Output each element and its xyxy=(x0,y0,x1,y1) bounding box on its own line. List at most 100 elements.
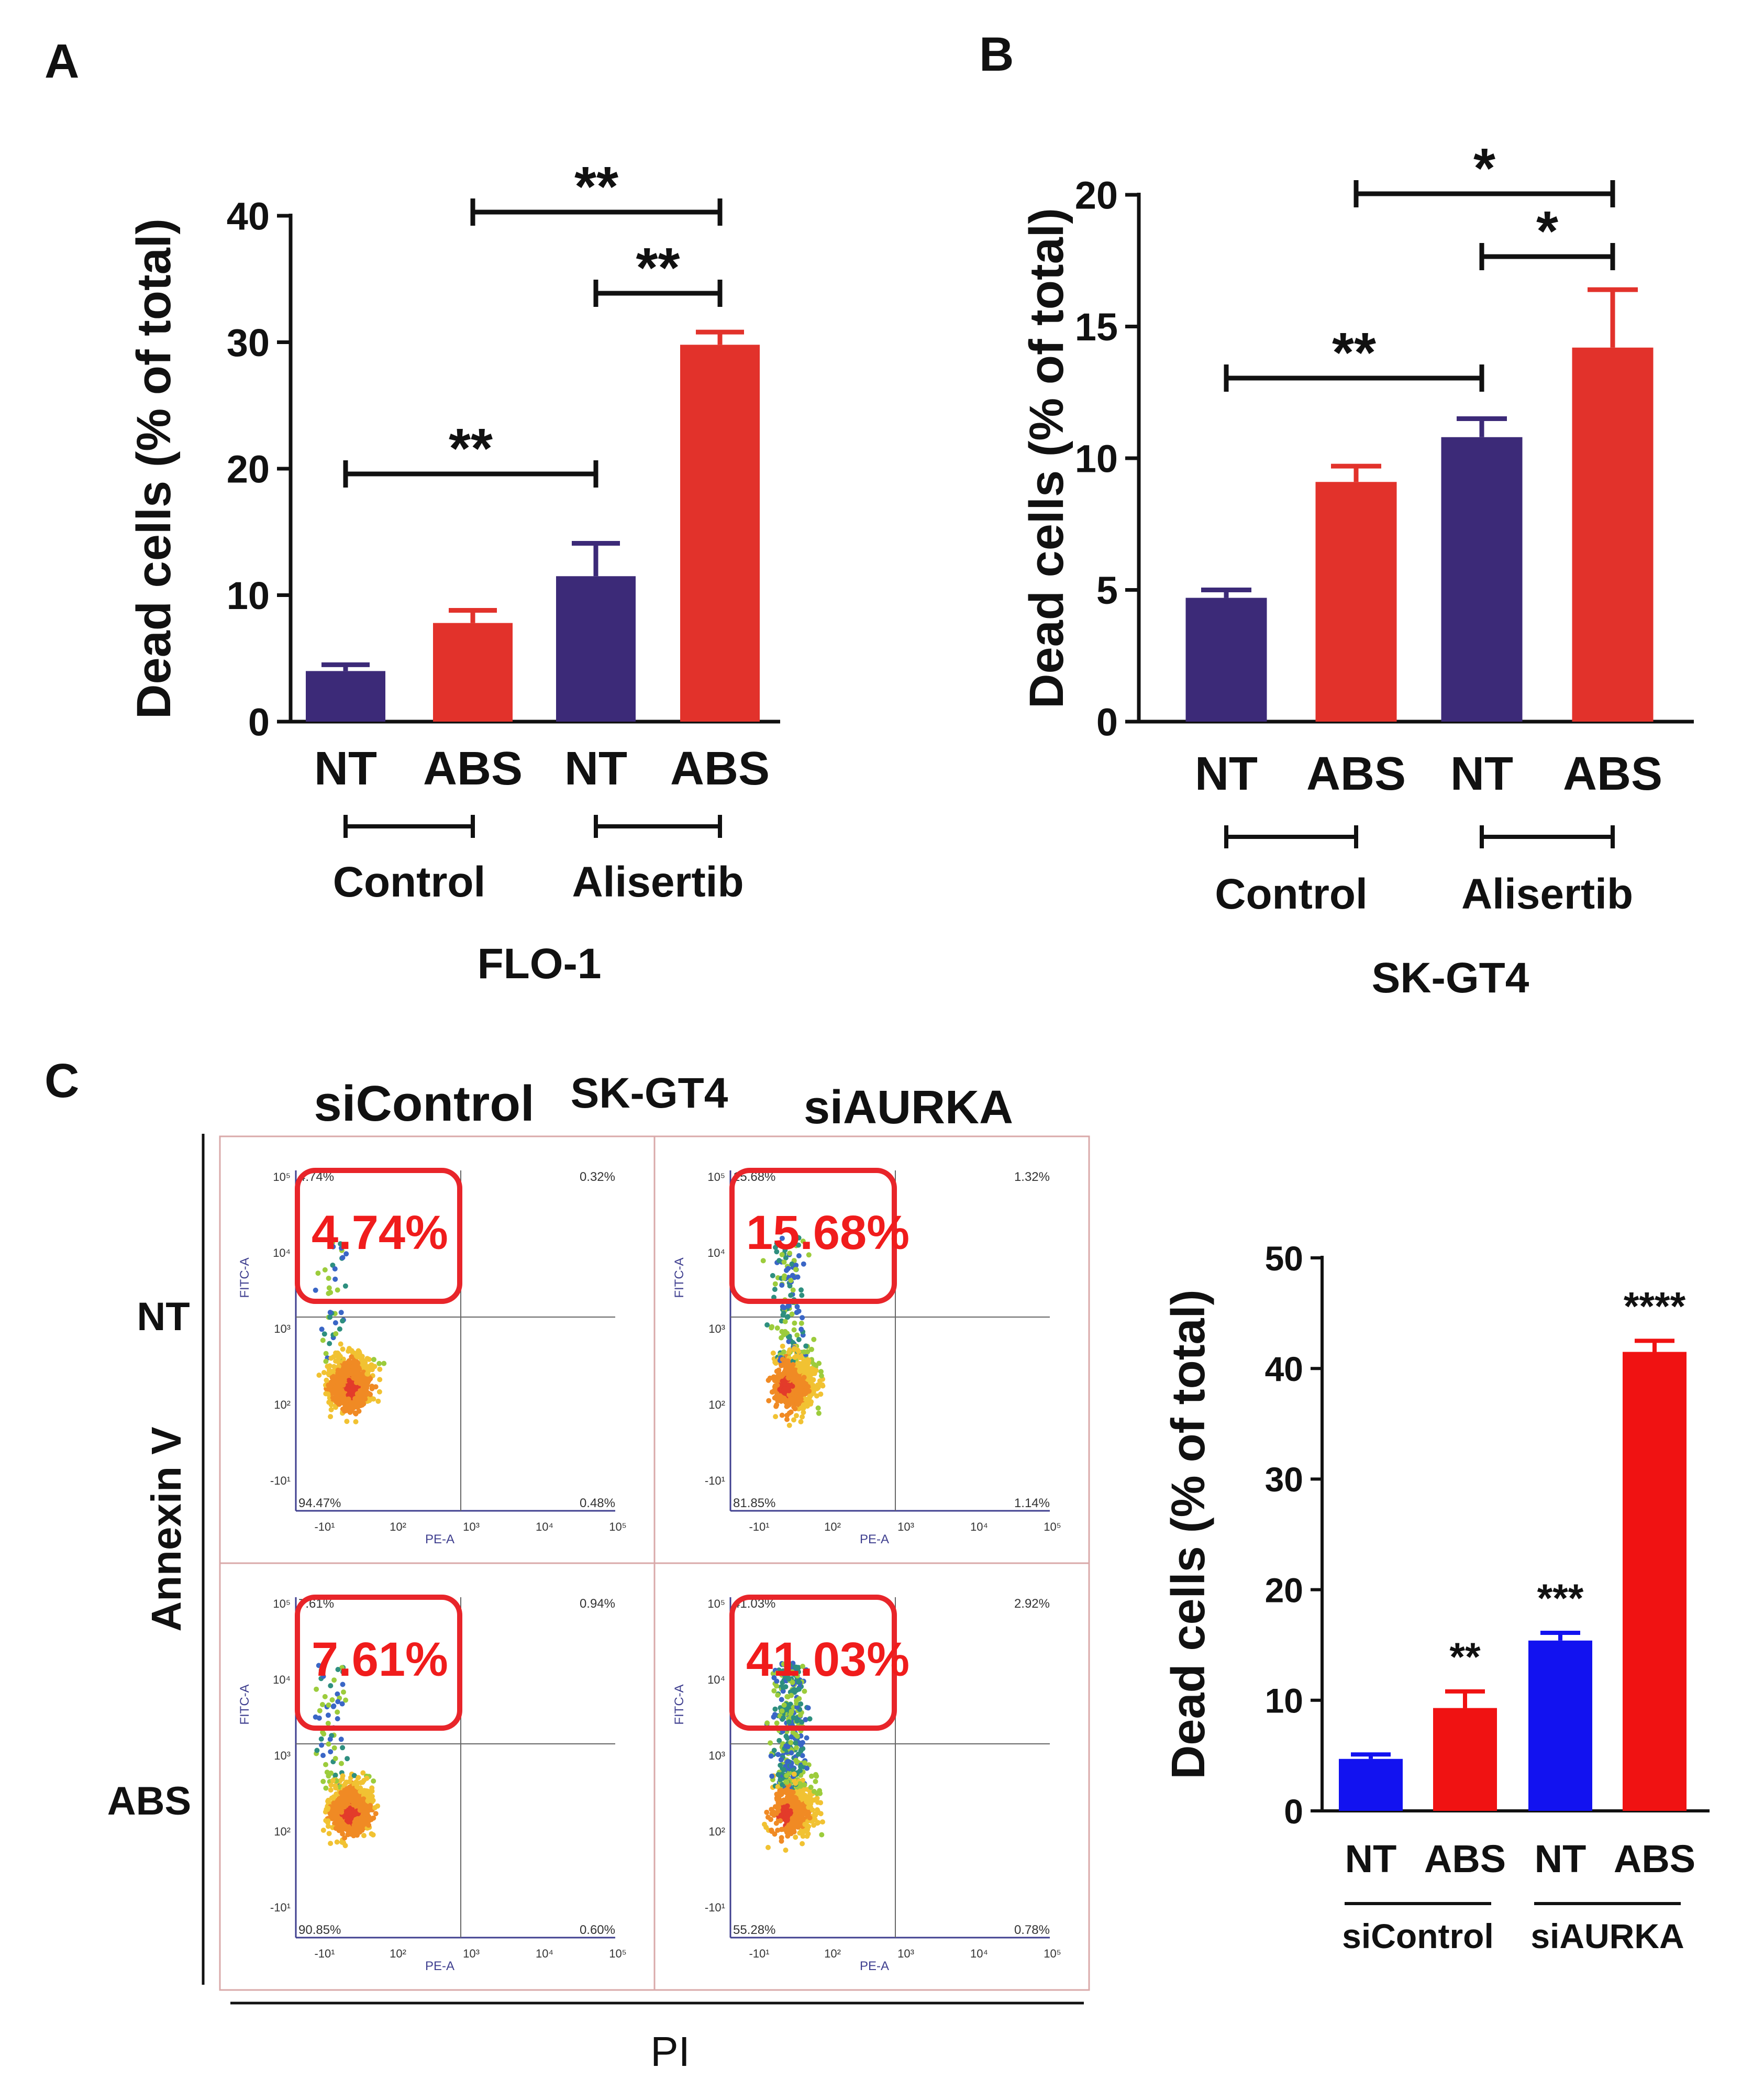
event-dot xyxy=(778,1788,784,1794)
event-dot xyxy=(783,1743,789,1749)
event-dot xyxy=(340,1318,346,1324)
event-dot xyxy=(354,1375,360,1380)
event-dot xyxy=(365,1813,371,1819)
event-dot xyxy=(804,1735,809,1741)
event-dot xyxy=(323,1785,329,1791)
event-dot xyxy=(773,1820,779,1826)
event-dot xyxy=(775,1795,781,1800)
event-dot xyxy=(800,1833,806,1839)
event-dot xyxy=(326,1276,331,1281)
event-dot xyxy=(792,1354,797,1360)
event-dot xyxy=(325,1805,331,1811)
event-dot xyxy=(353,1380,359,1386)
event-dot xyxy=(326,1831,332,1837)
event-dot xyxy=(793,1823,799,1828)
event-dot xyxy=(781,1310,786,1316)
plot-y-tick-label: -10¹ xyxy=(705,1901,725,1914)
event-dot xyxy=(794,1718,800,1724)
event-dot xyxy=(772,1287,778,1292)
group-label: Alisertib xyxy=(1461,870,1633,918)
plot-x-tick-label: -10¹ xyxy=(749,1520,769,1533)
event-dot xyxy=(811,1336,817,1342)
y-tick-label: 40 xyxy=(227,195,270,238)
event-dot xyxy=(328,1782,334,1788)
event-dot xyxy=(765,1844,771,1850)
event-dot xyxy=(768,1753,774,1759)
event-dot xyxy=(790,1376,796,1382)
event-dot xyxy=(796,1816,802,1822)
event-dot xyxy=(788,1810,793,1816)
event-dot xyxy=(337,1778,343,1784)
event-dot xyxy=(331,1677,337,1683)
event-dot xyxy=(778,1757,784,1763)
event-dot xyxy=(769,1773,775,1779)
significance-stars: **** xyxy=(1624,1284,1686,1329)
significance-stars: *** xyxy=(1537,1576,1584,1621)
x-category-label: NT xyxy=(1195,748,1258,800)
panel-label-c: C xyxy=(45,1054,79,1108)
event-dot xyxy=(780,1782,785,1787)
event-dot xyxy=(796,1669,801,1675)
flow-row-label-abs: ABS xyxy=(107,1779,191,1823)
event-dot xyxy=(338,1790,344,1796)
event-dot xyxy=(373,1811,379,1817)
event-dot xyxy=(381,1361,387,1366)
y-tick-label: 0 xyxy=(1284,1792,1303,1831)
plot-y-channel: FITC-A xyxy=(672,1257,686,1298)
event-dot xyxy=(774,1325,780,1331)
event-dot xyxy=(792,1275,797,1280)
event-dot xyxy=(335,1287,340,1293)
event-dot xyxy=(786,1410,792,1416)
plot-x-tick-label: 10² xyxy=(390,1520,406,1533)
event-dot xyxy=(769,1827,774,1833)
quadrant-value-ll: 90.85% xyxy=(298,1923,341,1937)
event-dot xyxy=(778,1762,783,1768)
plot-x-tick-label: 10⁵ xyxy=(1044,1947,1061,1960)
quadrant-value-ll: 81.85% xyxy=(733,1496,775,1510)
y-tick-label: 0 xyxy=(1096,701,1118,744)
event-dot xyxy=(360,1359,366,1365)
event-dot xyxy=(794,1304,800,1310)
bar xyxy=(1315,482,1397,722)
event-dot xyxy=(772,1831,778,1837)
event-dot xyxy=(323,1358,329,1364)
event-dot xyxy=(775,1800,781,1806)
event-dot xyxy=(328,1407,334,1412)
event-dot xyxy=(346,1819,351,1824)
event-dot xyxy=(785,1382,791,1388)
event-dot xyxy=(338,1310,344,1315)
event-dot xyxy=(767,1375,773,1381)
event-dot xyxy=(760,1258,766,1264)
event-dot xyxy=(782,1329,788,1334)
y-tick-label: 20 xyxy=(1265,1571,1303,1609)
event-dot xyxy=(809,1773,814,1779)
event-dot xyxy=(338,1341,343,1347)
event-dot xyxy=(314,1748,320,1753)
event-dot xyxy=(809,1346,814,1352)
event-dot xyxy=(330,1390,336,1396)
event-dot xyxy=(813,1368,819,1373)
event-dot xyxy=(330,1778,336,1784)
event-dot xyxy=(771,1714,776,1720)
event-dot xyxy=(781,1349,786,1355)
event-dot xyxy=(802,1349,807,1355)
y-tick-label: 10 xyxy=(1265,1682,1303,1720)
event-dot xyxy=(773,1361,779,1366)
flow-panel: 7.61% 0.94% 90.85% 0.60% -10¹ 10² 10³ 10⁴ 10⁵ 10⁵… xyxy=(219,1562,656,1991)
x-category-label: ABS xyxy=(1563,748,1662,800)
y-tick-label: 15 xyxy=(1075,305,1118,349)
event-dot xyxy=(372,1805,378,1810)
event-dot xyxy=(360,1779,365,1785)
event-dot xyxy=(802,1388,808,1394)
event-dot xyxy=(775,1395,781,1401)
event-dot xyxy=(784,1787,790,1793)
flow-title-siaurka: siAURKA xyxy=(804,1081,1013,1134)
plot-x-tick-label: -10¹ xyxy=(749,1947,769,1960)
event-dot xyxy=(364,1356,370,1362)
event-dot xyxy=(319,1742,325,1748)
event-dot xyxy=(335,1691,340,1697)
event-dot xyxy=(369,1831,374,1837)
event-dot xyxy=(320,1337,326,1343)
event-dot xyxy=(314,1686,319,1692)
event-dot xyxy=(340,1682,346,1687)
